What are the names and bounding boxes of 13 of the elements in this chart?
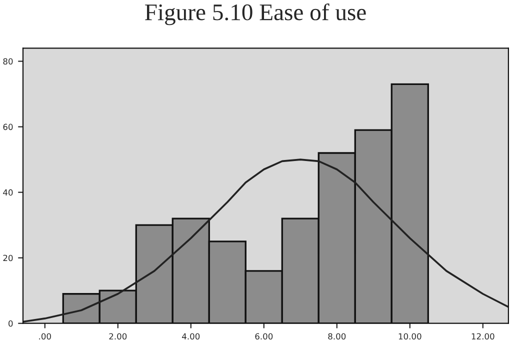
x-tick-label: 10.00 bbox=[398, 333, 422, 340]
x-tick-label: 2.00 bbox=[109, 333, 127, 340]
y-tick-label: 60 bbox=[3, 124, 13, 130]
x-tick-label: 6.00 bbox=[255, 333, 273, 340]
x-tick-label: 8.00 bbox=[328, 333, 346, 340]
chart-title: Figure 5.10 Ease of use bbox=[145, 3, 366, 26]
y-tick-label: 40 bbox=[3, 189, 13, 196]
x-tick-label: 12.00 bbox=[472, 333, 494, 340]
y-tick-label: 80 bbox=[3, 58, 13, 65]
y-tick-label: 20 bbox=[3, 254, 13, 262]
x-tick-label: .00 bbox=[39, 333, 51, 340]
x-tick-label: 4.00 bbox=[182, 333, 200, 340]
y-tick-label: 0 bbox=[8, 320, 13, 327]
